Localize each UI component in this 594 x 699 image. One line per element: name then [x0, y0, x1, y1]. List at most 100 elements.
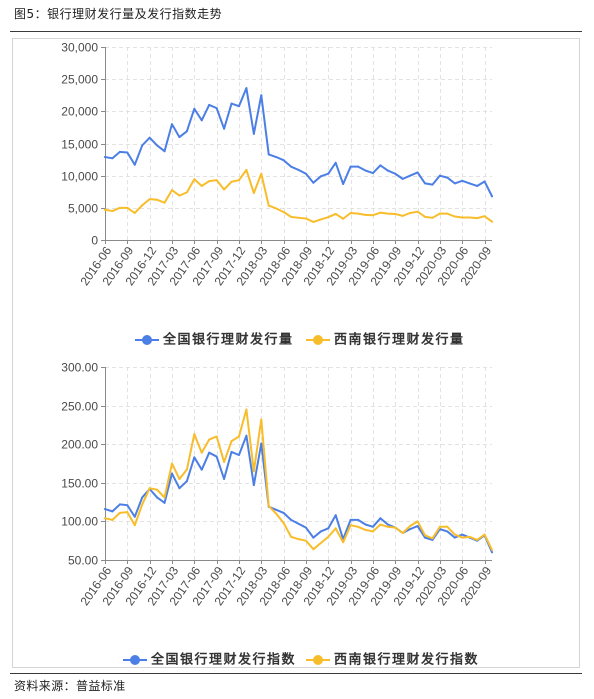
data-point	[446, 176, 449, 179]
data-point	[424, 215, 427, 218]
data-point	[312, 548, 315, 551]
legend-marker-dot	[130, 655, 140, 665]
data-point	[133, 515, 136, 518]
data-point	[461, 179, 464, 182]
data-point	[483, 215, 486, 218]
data-point	[491, 195, 493, 198]
data-point	[342, 183, 345, 186]
data-point	[453, 533, 456, 536]
data-point	[483, 533, 486, 536]
data-point	[141, 496, 144, 499]
title-rule	[10, 31, 582, 32]
data-point	[409, 174, 412, 177]
data-point	[267, 504, 270, 507]
data-point	[386, 525, 389, 528]
data-point	[237, 179, 240, 182]
series-line	[104, 168, 493, 223]
data-point	[349, 524, 352, 527]
data-point	[349, 211, 352, 214]
data-point	[193, 107, 196, 110]
data-point	[349, 518, 352, 521]
data-point	[461, 216, 464, 219]
data-point	[223, 477, 226, 480]
legend-label: 全国银行理财发行指数	[150, 652, 296, 668]
y-tick-label: 150.00	[61, 477, 98, 491]
data-point	[230, 102, 233, 105]
data-point	[104, 208, 106, 211]
data-point	[215, 107, 218, 110]
data-point	[468, 535, 471, 538]
data-point	[111, 157, 114, 160]
data-point	[319, 175, 322, 178]
data-point	[193, 178, 196, 181]
data-point	[409, 525, 412, 528]
data-point	[446, 212, 449, 215]
data-point	[379, 523, 382, 526]
legend-item: 全国银行理财发行指数	[123, 652, 296, 668]
data-point	[357, 165, 360, 168]
series-1	[104, 87, 493, 198]
data-point	[438, 174, 441, 177]
data-point	[141, 144, 144, 147]
data-point	[141, 503, 144, 506]
data-point	[364, 213, 367, 216]
data-point	[357, 212, 360, 215]
data-point	[156, 144, 159, 147]
data-point	[267, 204, 270, 207]
data-point	[148, 487, 151, 490]
y-tick-label: 100.00	[61, 515, 98, 529]
data-point	[126, 151, 129, 154]
data-point	[215, 179, 218, 182]
data-point	[342, 541, 345, 544]
data-point	[297, 522, 300, 525]
data-point	[282, 521, 285, 524]
data-point	[252, 484, 255, 487]
data-point	[178, 487, 181, 490]
data-point	[223, 460, 226, 463]
data-point	[357, 525, 360, 528]
data-point	[409, 528, 412, 531]
y-tick-label: 15,000	[61, 138, 98, 152]
data-point	[290, 518, 293, 521]
data-point	[111, 510, 114, 513]
data-point	[364, 523, 367, 526]
gridlines	[105, 47, 492, 240]
data-point	[170, 472, 173, 475]
data-point	[424, 536, 427, 539]
data-point	[208, 438, 211, 441]
figure-source: 资料来源：普益标准	[14, 679, 126, 693]
data-point	[461, 533, 464, 536]
data-point	[156, 496, 159, 499]
data-point	[163, 201, 166, 204]
line-chart-2: 50.00 100.00 150.00 200.00 250.00 300.00 2016-…	[61, 361, 494, 668]
data-point	[491, 548, 493, 551]
data-point	[476, 184, 479, 187]
data-point	[491, 551, 493, 554]
y-axis: 0 5,000 10,000 15,000 20,000 25,000 30,000	[61, 41, 106, 248]
legend-label: 全国银行理财发行量	[162, 332, 294, 348]
data-point	[476, 217, 479, 220]
data-point	[364, 169, 367, 172]
data-point	[170, 123, 173, 126]
data-point	[416, 525, 419, 528]
data-point	[111, 518, 114, 521]
data-point	[342, 217, 345, 220]
data-point	[319, 542, 322, 545]
data-point	[371, 525, 374, 528]
data-point	[304, 172, 307, 175]
data-point	[327, 535, 330, 538]
data-point	[200, 184, 203, 187]
data-point	[245, 168, 248, 171]
data-point	[386, 212, 389, 215]
y-tick-label: 250.00	[61, 400, 98, 414]
data-point	[245, 87, 248, 90]
data-point	[133, 524, 136, 527]
x-axis: 2016-062016-092016-122017-032017-062017-…	[78, 240, 494, 288]
data-point	[141, 204, 144, 207]
data-point	[104, 508, 106, 511]
data-point	[334, 212, 337, 215]
data-point	[401, 177, 404, 180]
data-point	[163, 150, 166, 153]
data-point	[126, 511, 129, 514]
y-tick-label: 200.00	[61, 438, 98, 452]
